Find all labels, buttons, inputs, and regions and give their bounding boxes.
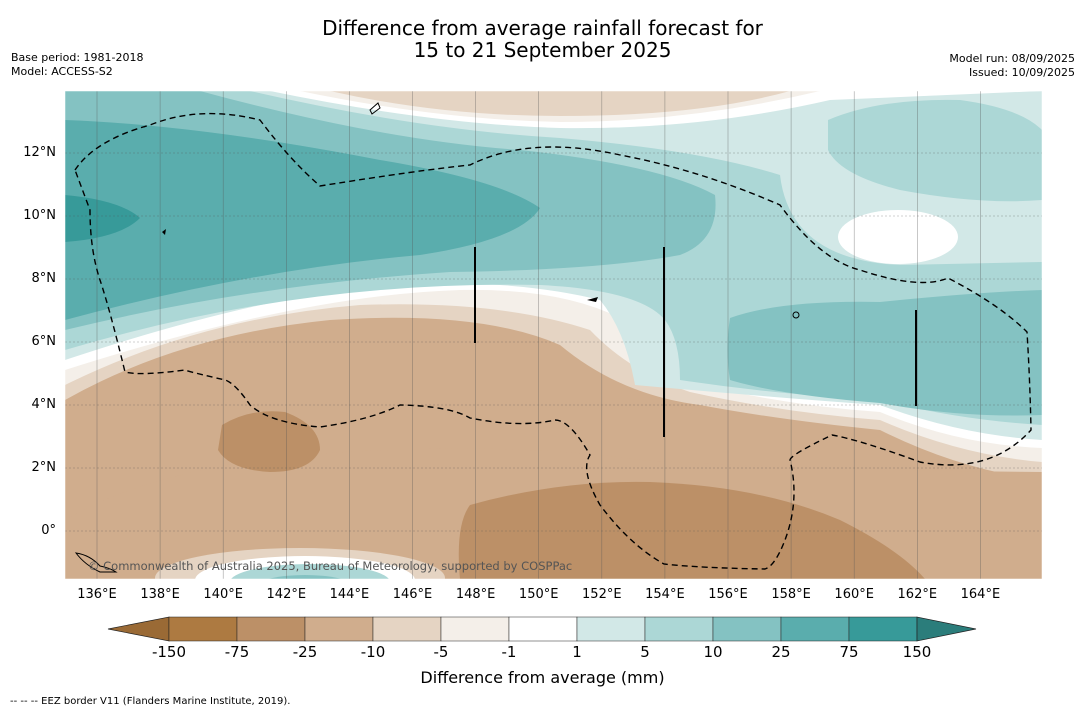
colorbar-swatch — [304, 616, 374, 642]
island-outline — [587, 297, 598, 302]
band-neutral-northeast — [838, 210, 958, 264]
map-title-line-1: Difference from average rainfall forecas… — [322, 16, 763, 40]
colorbar-tick-label: 75 — [839, 643, 859, 661]
colorbar-swatch — [440, 616, 510, 642]
colorbar-swatch — [780, 616, 850, 642]
colorbar-swatch — [236, 616, 306, 642]
colorbar-tick-label: -1 — [501, 643, 517, 661]
eez-footnote: -- -- -- EEZ border V11 (Flanders Marine… — [10, 696, 291, 707]
longitude-tick-label: 146°E — [392, 587, 433, 602]
copyright-credit: © Commonwealth of Australia 2025, Bureau… — [88, 559, 573, 573]
latitude-tick-label: 8°N — [31, 271, 57, 286]
land-outline-png — [74, 552, 118, 573]
longitude-tick-label: 136°E — [77, 587, 117, 602]
issued-label: Issued: 10/09/2025 — [968, 66, 1075, 79]
colorbar-tick-label: 25 — [771, 643, 791, 661]
longitude-tick-label: 142°E — [266, 587, 307, 602]
model-run-label: Model run: 08/09/2025 — [949, 52, 1075, 65]
colorbar-under-arrow — [107, 616, 170, 642]
colorbar-swatch — [168, 616, 238, 642]
latitude-tick-label: 2°N — [31, 460, 57, 475]
longitude-tick-label: 156°E — [708, 587, 748, 602]
eez-border — [74, 112, 1032, 570]
map-frame — [64, 90, 1043, 580]
band-wet-25-east — [727, 290, 1042, 416]
longitude-tick-label: 144°E — [329, 587, 370, 602]
colorbar-over-arrow — [916, 616, 977, 642]
colorbar-swatch — [576, 616, 646, 642]
band-wet-10-northeast — [828, 99, 1042, 202]
colorbar-swatch — [712, 616, 782, 642]
colorbar-tick-label: 5 — [640, 643, 650, 661]
colorbar-swatch — [644, 616, 714, 642]
colorbar-title: Difference from average (mm) — [420, 668, 665, 687]
latitude-tick-label: 4°N — [31, 397, 57, 412]
longitude-tick-label: 138°E — [140, 587, 180, 602]
colorbar-tick-label: -150 — [151, 643, 187, 661]
colorbar-tick-label: -25 — [292, 643, 318, 661]
island-outline — [162, 229, 166, 235]
band-dry-75-west — [218, 411, 320, 472]
colorbar-tick-label: -5 — [433, 643, 449, 661]
longitude-tick-label: 160°E — [834, 587, 874, 602]
latitude-tick-label: 0° — [41, 523, 56, 538]
colorbar-swatch — [372, 616, 442, 642]
latitude-tick-label: 10°N — [23, 208, 56, 223]
colorbar-tick-label: 1 — [572, 643, 582, 661]
graticule — [65, 91, 1042, 579]
island-outline — [369, 102, 381, 115]
longitude-tick-label: 148°E — [455, 587, 496, 602]
colorbar-tick-label: 150 — [902, 643, 932, 661]
longitude-tick-label: 140°E — [203, 587, 243, 602]
colorbar-tick-label: -75 — [224, 643, 250, 661]
base-period-label: Base period: 1981-2018 — [11, 51, 144, 64]
model-label: Model: ACCESS-S2 — [11, 65, 113, 78]
colorbar-swatch — [508, 616, 578, 642]
latitude-tick-label: 12°N — [23, 145, 56, 160]
longitude-tick-label: 162°E — [897, 587, 938, 602]
latitude-tick-label: 6°N — [31, 334, 57, 349]
colorbar-tick-label: 10 — [703, 643, 723, 661]
longitude-tick-label: 152°E — [582, 587, 622, 602]
longitude-tick-label: 158°E — [771, 587, 811, 602]
band-wet-150-west — [65, 195, 140, 242]
band-wet-25-south — [269, 575, 341, 579]
colorbar — [107, 616, 977, 642]
band-wet-75-west — [65, 120, 540, 320]
band-dry-75-south — [458, 481, 925, 579]
longitude-tick-label: 164°E — [960, 587, 1001, 602]
map-title-line-2: 15 to 21 September 2025 — [413, 38, 672, 62]
colorbar-swatch — [848, 616, 918, 642]
colorbar-tick-label: -10 — [360, 643, 386, 661]
island-outline — [792, 311, 800, 319]
longitude-tick-label: 150°E — [518, 587, 559, 602]
map-panel — [65, 91, 1042, 579]
longitude-tick-label: 154°E — [645, 587, 685, 602]
